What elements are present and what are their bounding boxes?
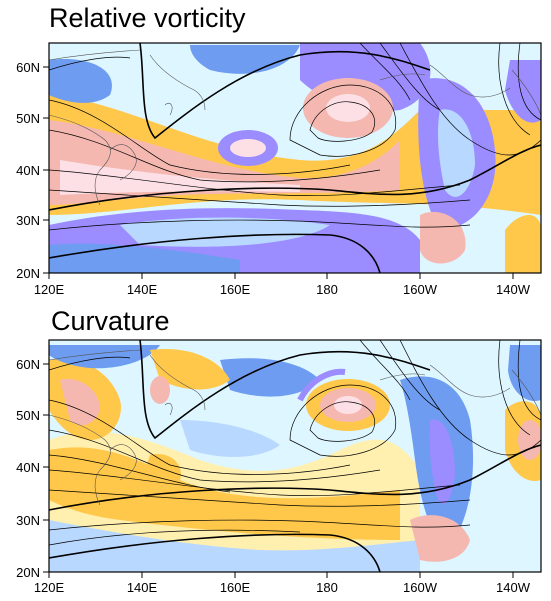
x-tick-label: 120E	[34, 282, 65, 297]
shaded-field-relative-vorticity	[49, 43, 541, 273]
tick-marks	[43, 363, 514, 578]
y-tick-label: 60N	[16, 60, 40, 75]
x-tick-label: 140W	[496, 580, 531, 595]
y-tick-label: 20N	[16, 266, 40, 281]
panel-title-relative-vorticity: Relative vorticity	[49, 3, 246, 33]
x-tick-label: 180	[316, 282, 338, 297]
y-tick-label: 50N	[16, 408, 40, 423]
x-tick-label: 180	[316, 580, 338, 595]
map-panel-relative-vorticity: 120E 140E 160E 180 160W 140W 20N 30N 40N…	[16, 42, 542, 297]
y-tick-label: 60N	[16, 357, 40, 372]
y-tick-label: 20N	[16, 565, 40, 580]
x-tick-label: 160W	[403, 580, 438, 595]
x-tick-label: 160W	[403, 282, 438, 297]
map-panel-curvature: 120E 140E 160E 180 160W 140W 20N 30N 40N…	[16, 339, 542, 595]
map-frame	[48, 42, 542, 274]
x-tick-label: 140W	[496, 282, 531, 297]
y-tick-label: 50N	[16, 111, 40, 126]
x-tick-label: 120E	[34, 580, 65, 595]
x-tick-label: 160E	[220, 282, 251, 297]
y-tick-label: 40N	[16, 163, 40, 178]
y-tick-label: 40N	[16, 460, 40, 475]
y-tick-label: 30N	[16, 213, 40, 228]
x-tick-label: 140E	[127, 580, 158, 595]
y-tick-label: 30N	[16, 513, 40, 528]
panel-title-curvature: Curvature	[51, 306, 170, 336]
x-tick-label: 140E	[127, 282, 158, 297]
coastlines-curvature	[49, 349, 541, 506]
x-tick-label: 160E	[220, 580, 251, 595]
contour-lines-curvature	[49, 340, 541, 572]
tick-marks	[43, 66, 514, 279]
map-frame	[48, 339, 542, 573]
contour-lines-relative-vorticity	[49, 43, 541, 273]
shaded-field-curvature	[49, 340, 541, 572]
coastlines-relative-vorticity	[49, 49, 541, 206]
